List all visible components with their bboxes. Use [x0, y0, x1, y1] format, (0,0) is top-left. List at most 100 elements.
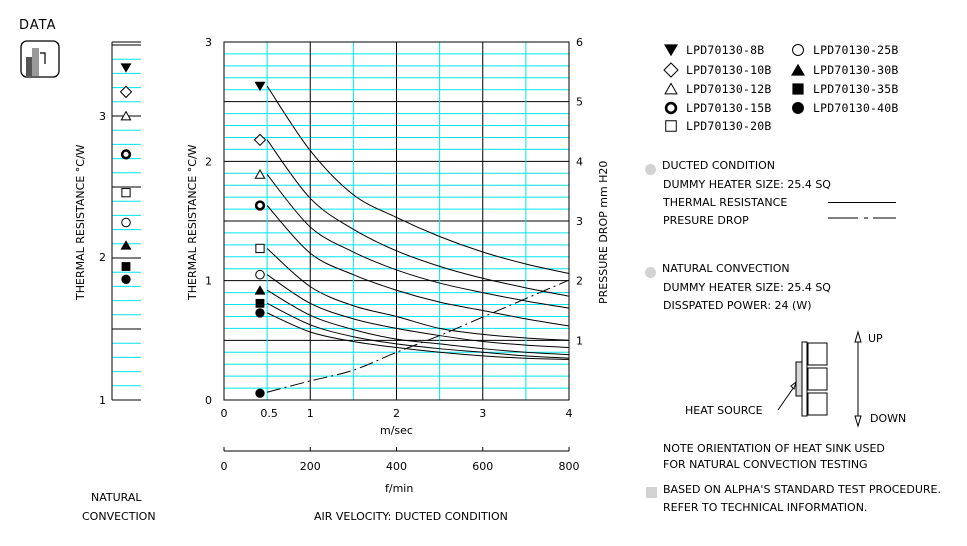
legend-label: LPD70130-8B — [686, 43, 765, 57]
x-tick-fmin: 0 — [221, 460, 228, 473]
square-filled-icon — [121, 262, 131, 271]
square-filled-icon — [255, 298, 265, 308]
dashdot-line-sample — [828, 217, 896, 219]
thermal-resistance-curve — [266, 312, 570, 360]
heat-sink-orientation-diagram — [777, 330, 862, 428]
right-axis-tick: 4 — [576, 155, 583, 168]
square-filled-icon — [792, 83, 804, 95]
right-axis-tick: 2 — [576, 275, 583, 288]
legend-label: LPD70130-12B — [686, 82, 772, 96]
legend-label: LPD70130-20B — [686, 119, 772, 133]
circle-bold-ring-icon — [120, 149, 132, 160]
thermal-resistance-curve — [266, 302, 570, 359]
x-axis-caption: AIR VELOCITY: DUCTED CONDITION — [314, 510, 508, 523]
x-unit-ms: m/sec — [380, 424, 413, 437]
bar-chart-icon — [20, 40, 60, 82]
x-tick-ms: 2 — [393, 407, 400, 420]
circle-open-icon — [792, 44, 804, 56]
legend-item: LPD70130-12B — [663, 81, 771, 97]
natural-title: NATURAL CONVECTION — [662, 262, 790, 275]
note-standard-line1: BASED ON ALPHA'S STANDARD TEST PROCEDURE… — [663, 483, 941, 496]
legend-label: LPD70130-40B — [813, 101, 899, 115]
square-open-icon — [665, 120, 677, 132]
main-ylabel-left: THERMAL RESISTANCE °C/W — [186, 144, 199, 300]
left-axis-tick: 0 — [205, 394, 212, 407]
square-open-icon — [121, 188, 131, 198]
ducted-pressure-label: PRESURE DROP — [663, 214, 749, 227]
note-orientation-line1: NOTE ORIENTATION OF HEAT SINK USED — [663, 442, 885, 455]
legend-label: LPD70130-15B — [686, 101, 772, 115]
note-orientation-line2: FOR NATURAL CONVECTION TESTING — [663, 458, 868, 471]
triangle-up-filled-icon — [254, 285, 266, 295]
left-axis-tick: 1 — [205, 275, 212, 288]
triangle-up-open-icon — [254, 169, 266, 179]
data-title: DATA — [19, 18, 57, 33]
x-tick-ms: 3 — [479, 407, 486, 420]
diagram-down-label: DOWN — [870, 412, 907, 425]
natural-tick-2: 2 — [99, 251, 106, 264]
note-standard-line2: REFER TO TECHNICAL INFORMATION. — [663, 501, 868, 514]
solid-line-sample — [828, 202, 896, 203]
legend-item: LPD70130-35B — [790, 81, 898, 97]
natural-heater: DUMMY HEATER SIZE: 25.4 SQ — [663, 281, 831, 294]
triangle-down-filled-icon — [120, 63, 132, 73]
natural-tick-1: 1 — [99, 394, 106, 407]
legend-label: LPD70130-35B — [813, 82, 899, 96]
left-axis-tick: 2 — [205, 155, 212, 168]
ducted-heater: DUMMY HEATER SIZE: 25.4 SQ — [663, 178, 831, 191]
note-bullet-icon — [646, 483, 657, 502]
left-axis-tick: 3 — [205, 36, 212, 49]
legend-item: LPD70130-8B — [663, 42, 764, 58]
ducted-thermal-label: THERMAL RESISTANCE — [663, 196, 788, 209]
natural-convection-strip — [111, 41, 141, 401]
circle-open-icon — [121, 217, 131, 228]
thermal-resistance-curve — [266, 205, 570, 327]
triangle-up-filled-icon — [120, 240, 132, 250]
circle-bold-ring-icon — [664, 101, 678, 115]
circle-filled-icon — [255, 308, 265, 318]
x-tick-fmin: 200 — [300, 460, 321, 473]
thermal-resistance-curve — [266, 85, 570, 274]
x-tick-fmin: 400 — [386, 460, 407, 473]
x-tick-ms: 0 — [221, 407, 228, 420]
diamond-open-icon — [663, 62, 679, 78]
legend-item: LPD70130-40B — [790, 100, 898, 116]
legend-item: LPD70130-15B — [663, 100, 771, 116]
triangle-down-filled-icon — [254, 81, 266, 92]
triangle-up-filled-icon — [791, 63, 805, 76]
circle-bold-ring-icon — [254, 200, 266, 211]
pressure-drop-curve — [266, 279, 570, 393]
legend-label: LPD70130-30B — [813, 63, 899, 77]
thermal-resistance-curve — [266, 274, 570, 348]
legend-item: LPD70130-10B — [663, 62, 771, 78]
natural-caption-line2: CONVECTION — [82, 510, 156, 523]
thermal-resistance-curve — [266, 248, 570, 341]
legend-item: LPD70130-30B — [790, 62, 898, 78]
circle-filled-icon — [792, 102, 804, 114]
thermal-resistance-curve — [266, 289, 570, 356]
ducted-title: DUCTED CONDITION — [662, 159, 775, 172]
diamond-open-icon — [119, 85, 133, 99]
legend-item: LPD70130-20B — [663, 118, 771, 134]
x-tick-fmin: 600 — [472, 460, 493, 473]
natural-bullet-icon — [645, 263, 656, 282]
legend-label: LPD70130-10B — [686, 63, 772, 77]
circle-filled-icon — [255, 388, 265, 398]
x-unit-fmin: f/min — [385, 482, 414, 495]
thermal-resistance-curve — [266, 139, 570, 297]
main-ylabel-right: PRESSURE DROP mm H20 — [597, 160, 610, 304]
x-tick-ms: 1 — [307, 407, 314, 420]
diamond-open-icon — [253, 133, 267, 147]
triangle-up-open-icon — [120, 110, 132, 121]
x-tick-fmin: 800 — [559, 460, 580, 473]
legend-label: LPD70130-25B — [813, 43, 899, 57]
ducted-chart: 3 2 1 0 6 5 4 3 2 1 0 0.5 1 2 3 4 0 200 400 600 800 — [205, 36, 583, 473]
right-axis-tick: 1 — [576, 334, 583, 347]
right-axis-tick: 3 — [576, 215, 583, 228]
circle-open-icon — [255, 269, 265, 280]
ducted-bullet-icon — [645, 160, 656, 179]
heat-source-label: HEAT SOURCE — [685, 404, 763, 417]
triangle-down-filled-icon — [664, 44, 678, 57]
diagram-up-label: UP — [868, 332, 883, 345]
legend-item: LPD70130-25B — [790, 42, 898, 58]
